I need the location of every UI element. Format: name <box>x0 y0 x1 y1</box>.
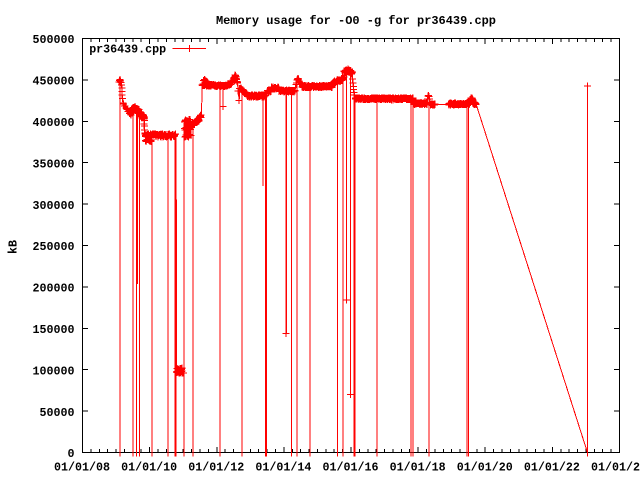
svg-text:200000: 200000 <box>33 282 75 296</box>
svg-text:pr36439.cpp: pr36439.cpp <box>89 42 166 56</box>
svg-text:250000: 250000 <box>33 240 75 254</box>
svg-text:01/01/20: 01/01/20 <box>457 461 513 475</box>
svg-text:01/01/16: 01/01/16 <box>323 461 379 475</box>
svg-text:01/01/22: 01/01/22 <box>524 461 580 475</box>
svg-text:0: 0 <box>68 447 75 461</box>
svg-text:01/01/12: 01/01/12 <box>188 461 244 475</box>
svg-text:01/01/18: 01/01/18 <box>390 461 446 475</box>
svg-text:400000: 400000 <box>33 116 75 130</box>
svg-text:350000: 350000 <box>33 157 75 171</box>
svg-text:500000: 500000 <box>33 33 75 47</box>
svg-text:150000: 150000 <box>33 323 75 337</box>
svg-text:300000: 300000 <box>33 199 75 213</box>
svg-text:01/01/24: 01/01/24 <box>591 461 640 475</box>
svg-text:kB: kB <box>7 240 21 254</box>
svg-text:01/01/08: 01/01/08 <box>54 461 110 475</box>
svg-text:100000: 100000 <box>33 364 75 378</box>
svg-text:01/01/14: 01/01/14 <box>255 461 311 475</box>
svg-text:50000: 50000 <box>40 406 75 420</box>
svg-text:01/01/10: 01/01/10 <box>121 461 177 475</box>
svg-text:450000: 450000 <box>33 75 75 89</box>
svg-text:Memory usage for -O0 -g for pr: Memory usage for -O0 -g for pr36439.cpp <box>216 14 496 28</box>
